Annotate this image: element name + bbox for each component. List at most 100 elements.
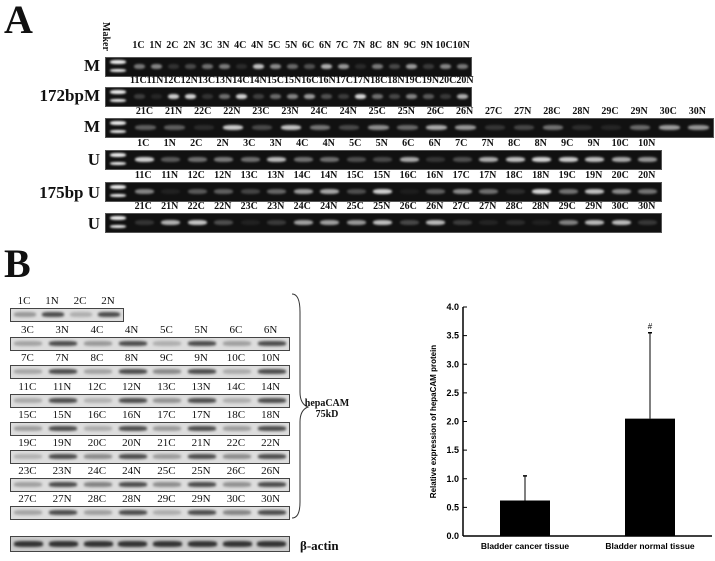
- actin-band: [14, 541, 43, 547]
- lane-label: 30N: [638, 201, 656, 212]
- protein-band: [14, 341, 43, 346]
- lane-label: 26C: [226, 465, 246, 477]
- lane-label: 11C: [18, 381, 37, 393]
- protein-name: hepaCAM: [304, 398, 350, 409]
- lane-label: 25N: [191, 465, 211, 477]
- pcr-band: [542, 125, 564, 130]
- lane-label: 11N: [161, 170, 179, 181]
- lane-label: 1C: [17, 295, 31, 307]
- lane-label: 28N: [572, 106, 590, 117]
- protein-band: [14, 510, 43, 515]
- pcr-band: [397, 125, 418, 130]
- lane-label: 17N: [479, 170, 497, 181]
- lane-label: 20N: [638, 170, 656, 181]
- lane-label: 15N: [52, 409, 72, 421]
- marker-band: [110, 216, 126, 220]
- lane-label: 18C: [370, 75, 388, 86]
- row-label: U: [87, 214, 100, 233]
- pcr-band: [439, 94, 452, 99]
- pcr-band: [269, 94, 282, 99]
- lane-label: 29N: [630, 106, 648, 117]
- protein-band: [14, 426, 43, 431]
- actin-band: [153, 541, 182, 547]
- protein-band: [188, 426, 217, 431]
- lane-label: 8C: [369, 40, 383, 51]
- lane-label: 24C: [293, 201, 311, 212]
- protein-band: [188, 341, 217, 346]
- lane-label: 13C: [197, 75, 216, 86]
- lane-label: 2C: [166, 40, 179, 51]
- pcr-band: [135, 125, 156, 130]
- pcr-band: [214, 157, 234, 162]
- lane-label: 27N: [479, 201, 497, 212]
- marker-band: [110, 153, 126, 157]
- blot-strip: [10, 450, 290, 464]
- pcr-band: [388, 64, 401, 69]
- category-label: Bladder normal tissue: [605, 541, 695, 551]
- lane-label: 16N: [318, 75, 336, 86]
- panel-a-label: A: [4, 0, 33, 42]
- lane-label: 4C: [296, 138, 309, 149]
- protein-band: [257, 369, 286, 374]
- pcr-band: [184, 64, 197, 69]
- lane-label: 12N: [214, 170, 232, 181]
- lane-label: 6C: [402, 138, 415, 149]
- blot-lane-labels: 7C 7N 8C 8N 9C 9N 10C 10N: [10, 352, 288, 364]
- lane-label: 8N: [386, 40, 400, 51]
- lane-label: 26N: [426, 201, 444, 212]
- lane-label: 7C: [20, 352, 34, 364]
- blot-lane-labels: 27C 27N 28C 28N 29C 29N 30C 30N: [10, 493, 288, 505]
- lane-label: 3N: [217, 40, 230, 51]
- category-label: Bladder cancer tissue: [481, 541, 570, 551]
- pcr-band: [309, 125, 331, 130]
- lane-label: 11N: [52, 381, 72, 393]
- lane-labels: 1C 1N 2C 2N 3C 3N 4C 4N 5C 5N 6C 6N 7C 7N 8C 8N 9C 9N 10C 1…: [130, 138, 660, 149]
- pcr-band: [532, 220, 552, 225]
- pcr-band: [303, 64, 316, 69]
- blot-lane-labels: 11C 11N 12C 12N 13C 13N 14C 14N: [10, 381, 288, 393]
- lane-label: 16C: [301, 75, 319, 86]
- pcr-band: [452, 189, 472, 194]
- lane-label: 23C: [252, 106, 270, 117]
- lane-label: 28C: [87, 493, 107, 505]
- pcr-band: [630, 125, 651, 130]
- protein-band: [257, 510, 286, 515]
- lane-label: 3N: [269, 138, 282, 149]
- lane-label: 14C: [293, 170, 311, 181]
- lane-label: 11C: [130, 75, 147, 86]
- lane-label: 10C: [611, 138, 629, 149]
- blot-lane-labels: 19C 19N 20C 20N 21C 21N 22C 22N: [10, 437, 288, 449]
- lane-label: 24N: [339, 106, 357, 117]
- pcr-band: [399, 157, 419, 162]
- protein-band: [153, 454, 182, 459]
- y-tick-label: 0.0: [446, 531, 459, 541]
- protein-band: [83, 482, 112, 487]
- lane-label: 26N: [261, 465, 281, 477]
- lane-label: 2C: [190, 138, 203, 149]
- pcr-band: [337, 64, 350, 69]
- protein-band: [153, 341, 182, 346]
- protein-band: [222, 510, 251, 515]
- pcr-band: [638, 157, 658, 162]
- lane-label: 25C: [346, 201, 364, 212]
- protein-band: [153, 426, 182, 431]
- lane-label: 23N: [281, 106, 299, 117]
- lane-label: 1N: [149, 40, 162, 51]
- pcr-band: [405, 94, 418, 99]
- pcr-band: [339, 125, 360, 130]
- pcr-band: [354, 64, 367, 69]
- lane-label: 30N: [688, 106, 706, 117]
- blot-lane-labels: 3C 3N 4C 4N 5C 5N 6C 6N: [10, 324, 288, 336]
- lane-label: 2N: [216, 138, 229, 149]
- pcr-band: [320, 64, 333, 69]
- pcr-band: [426, 189, 446, 194]
- lane-label: 25N: [397, 106, 415, 117]
- lane-label: 9N: [420, 40, 434, 51]
- pcr-band: [303, 94, 316, 99]
- pcr-band: [346, 189, 366, 194]
- lane-label: 14N: [261, 381, 281, 393]
- pcr-band: [368, 125, 389, 130]
- pcr-band: [426, 157, 446, 162]
- lane-label: 28N: [122, 493, 142, 505]
- protein-band: [257, 341, 286, 346]
